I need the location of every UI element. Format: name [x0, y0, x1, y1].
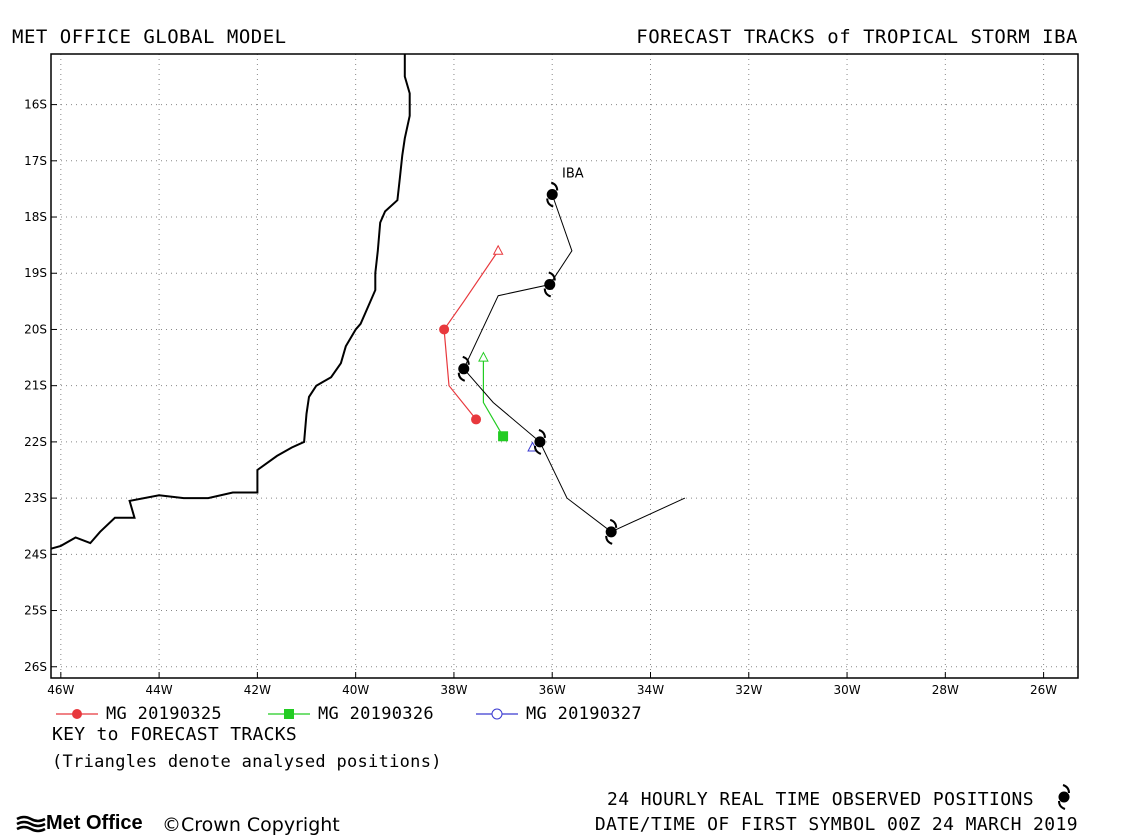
legend-swatch — [476, 708, 518, 720]
chart-title: FORECAST TRACKS of TROPICAL STORM IBA — [636, 26, 1078, 48]
lon-tick-label: 32W — [735, 683, 762, 697]
logo-text: Met Office — [46, 812, 143, 834]
storm-symbol-icon — [546, 181, 559, 208]
legend-item: MG 20190327 — [476, 704, 642, 724]
lon-tick-label: 42W — [244, 683, 271, 697]
legend-label: MG 20190327 — [526, 704, 642, 724]
storm-symbol-icon — [533, 428, 546, 455]
legend-label: MG 20190325 — [106, 704, 222, 724]
map-frame — [50, 53, 1079, 679]
lon-tick-label: 34W — [637, 683, 664, 697]
storm-symbol-glyph — [1058, 784, 1070, 810]
forecast-marker-circle — [471, 414, 482, 425]
lon-tick-label: 30W — [833, 683, 860, 697]
forecast-track-line — [443, 250, 499, 420]
observed-positions-note: 24 HOURLY REAL TIME OBSERVED POSITIONS — [606, 789, 1034, 810]
analysed-position-triangle — [478, 351, 489, 362]
coastline — [50, 54, 411, 550]
forecast-marker-square — [498, 431, 509, 442]
first-symbol-time: DATE/TIME OF FIRST SYMBOL 00Z 24 MARCH 2… — [594, 814, 1078, 835]
forecast-marker-circle — [439, 324, 450, 335]
lat-tick-label: 22S — [24, 435, 47, 449]
lat-tick-label: 16S — [24, 98, 47, 112]
storm-symbol-icon — [543, 271, 556, 298]
lon-tick-label: 40W — [342, 683, 369, 697]
storm-symbol-icon — [605, 518, 618, 545]
lon-tick-label: 26W — [1030, 683, 1057, 697]
met-office-logo: Met Office — [16, 812, 143, 835]
copyright-icon: © — [162, 814, 181, 836]
lon-tick-label: 46W — [47, 683, 74, 697]
legend-note: (Triangles denote analysed positions) — [52, 752, 442, 772]
lon-tick-label: 36W — [539, 683, 566, 697]
lat-tick-label: 21S — [24, 379, 47, 393]
legend-swatch — [56, 709, 98, 719]
lat-tick-label: 26S — [24, 660, 47, 674]
lat-tick-label: 18S — [24, 210, 47, 224]
storm-symbol-icon — [457, 355, 470, 382]
storm-symbol-icon — [1058, 784, 1070, 810]
copyright-text: Crown Copyright — [181, 814, 340, 836]
forecast-track-line — [482, 357, 504, 437]
observed-track-line — [463, 194, 686, 533]
analysed-position-triangle — [492, 244, 504, 255]
lon-tick-label: 44W — [146, 683, 173, 697]
lon-tick-label: 28W — [932, 683, 959, 697]
lat-tick-label: 19S — [24, 266, 47, 280]
lat-tick-label: 25S — [24, 604, 47, 618]
legend-label: MG 20190326 — [318, 704, 434, 724]
waves-icon — [16, 815, 46, 832]
legend-item: MG 20190325 — [56, 704, 222, 724]
lat-tick-label: 23S — [24, 491, 47, 505]
lat-tick-label: 17S — [24, 154, 47, 168]
legend-title: KEY to FORECAST TRACKS — [52, 724, 298, 745]
storm-name-label: IBA — [562, 167, 584, 182]
lon-tick-label: 38W — [440, 683, 467, 697]
model-title: MET OFFICE GLOBAL MODEL — [12, 26, 287, 48]
legend-item: MG 20190326 — [268, 704, 434, 724]
copyright: ©Crown Copyright — [162, 814, 340, 836]
lat-tick-label: 20S — [24, 322, 47, 336]
lat-tick-label: 24S — [24, 547, 47, 561]
legend-swatch — [268, 709, 310, 719]
